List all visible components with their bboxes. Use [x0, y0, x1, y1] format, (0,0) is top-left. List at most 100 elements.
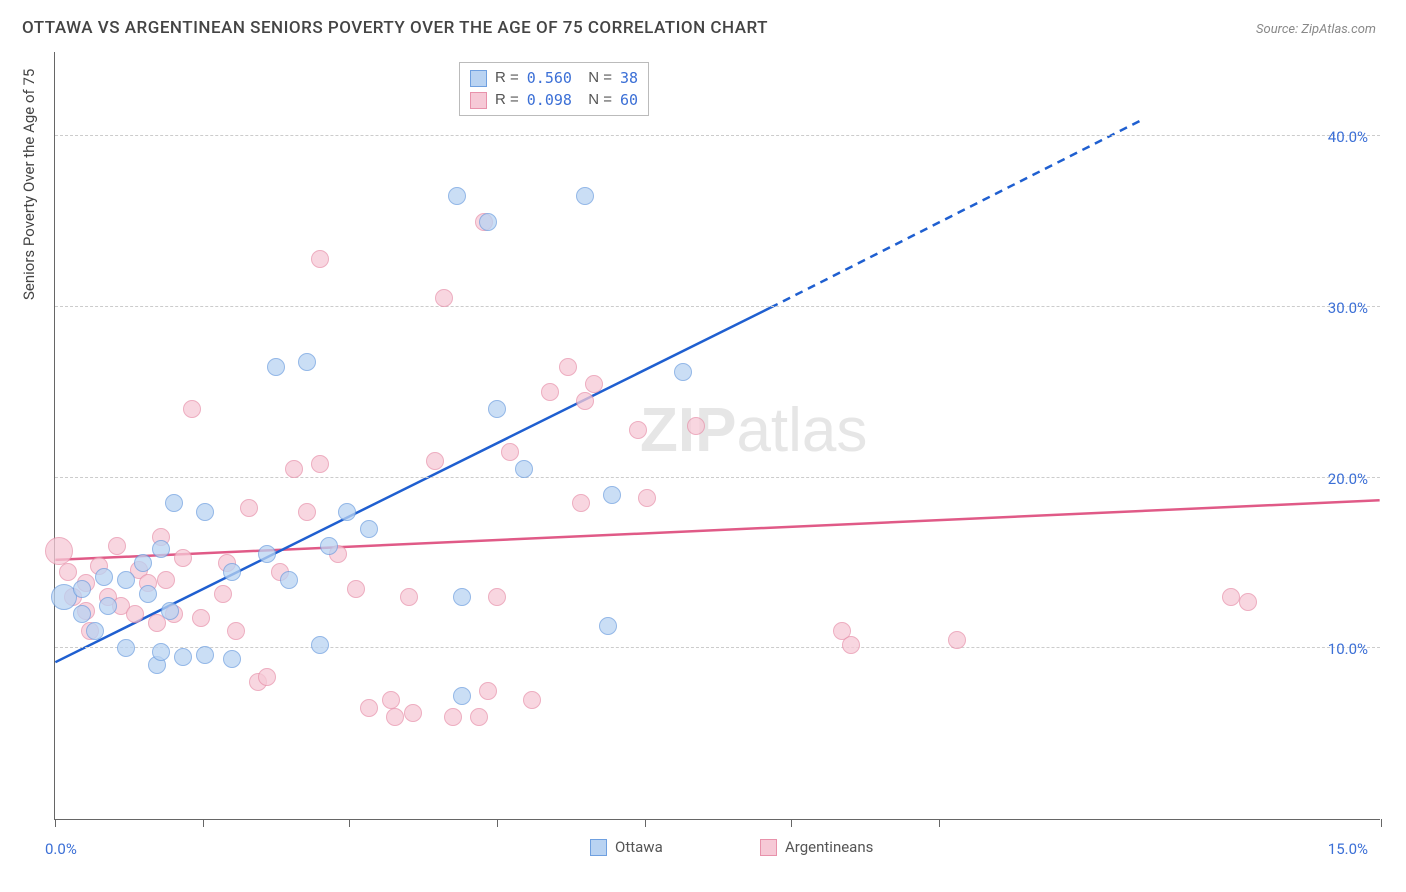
- y-tick-label: 40.0%: [1328, 128, 1368, 146]
- point-argentineans: [347, 580, 365, 598]
- point-argentineans: [382, 691, 400, 709]
- point-ottawa: [267, 358, 285, 376]
- point-ottawa: [117, 639, 135, 657]
- point-ottawa: [139, 585, 157, 603]
- y-tick-label: 10.0%: [1328, 640, 1368, 658]
- point-argentineans: [1239, 593, 1257, 611]
- point-ottawa: [73, 580, 91, 598]
- point-argentineans: [227, 622, 245, 640]
- point-argentineans: [240, 499, 258, 517]
- point-argentineans: [183, 400, 201, 418]
- point-argentineans: [523, 691, 541, 709]
- point-ottawa: [453, 588, 471, 606]
- point-ottawa: [223, 650, 241, 668]
- point-ottawa: [280, 571, 298, 589]
- point-argentineans: [629, 421, 647, 439]
- point-argentineans: [541, 383, 559, 401]
- point-ottawa: [599, 617, 617, 635]
- point-ottawa: [99, 597, 117, 615]
- point-ottawa: [360, 520, 378, 538]
- stats-row: R = 0.098 N = 60: [470, 89, 638, 111]
- point-ottawa: [223, 563, 241, 581]
- x-tick-label: 15.0%: [1328, 840, 1368, 858]
- source-label: Source: ZipAtlas.com: [1256, 22, 1376, 37]
- gridline: [55, 647, 1380, 648]
- x-tick: [497, 819, 498, 827]
- point-ottawa: [674, 363, 692, 381]
- point-ottawa: [161, 602, 179, 620]
- point-argentineans: [585, 375, 603, 393]
- point-ottawa: [479, 213, 497, 231]
- x-tick-label: 0.0%: [45, 840, 77, 858]
- x-tick: [1381, 819, 1382, 827]
- point-ottawa: [152, 540, 170, 558]
- point-ottawa: [448, 187, 466, 205]
- point-ottawa: [603, 486, 621, 504]
- point-ottawa: [196, 646, 214, 664]
- point-argentineans: [298, 503, 316, 521]
- point-argentineans: [108, 537, 126, 555]
- point-argentineans: [360, 699, 378, 717]
- point-argentineans: [400, 588, 418, 606]
- point-ottawa: [117, 571, 135, 589]
- x-tick: [791, 819, 792, 827]
- x-tick: [349, 819, 350, 827]
- point-ottawa: [338, 503, 356, 521]
- gridline: [55, 135, 1380, 136]
- point-argentineans: [488, 588, 506, 606]
- scatter-chart: R = 0.560 N = 38R = 0.098 N = 60 10.0% 20…: [54, 52, 1380, 820]
- point-argentineans: [470, 708, 488, 726]
- point-argentineans: [426, 452, 444, 470]
- point-argentineans: [126, 605, 144, 623]
- point-argentineans: [572, 494, 590, 512]
- point-argentineans: [576, 392, 594, 410]
- legend-swatch: [590, 839, 607, 856]
- point-ottawa: [576, 187, 594, 205]
- point-argentineans: [1222, 588, 1240, 606]
- point-argentineans: [192, 609, 210, 627]
- point-ottawa: [196, 503, 214, 521]
- point-ottawa: [73, 605, 91, 623]
- point-argentineans: [444, 708, 462, 726]
- point-argentineans: [311, 455, 329, 473]
- x-tick: [55, 819, 56, 827]
- point-argentineans: [285, 460, 303, 478]
- point-ottawa: [86, 622, 104, 640]
- stats-row: R = 0.560 N = 38: [470, 67, 638, 89]
- y-tick-label: 30.0%: [1328, 299, 1368, 317]
- point-ottawa: [453, 687, 471, 705]
- point-ottawa: [258, 545, 276, 563]
- point-argentineans: [386, 708, 404, 726]
- point-argentineans: [157, 571, 175, 589]
- legend-swatch: [760, 839, 777, 856]
- point-argentineans: [559, 358, 577, 376]
- point-argentineans: [479, 682, 497, 700]
- point-ottawa: [134, 554, 152, 572]
- gridline: [55, 306, 1380, 307]
- point-ottawa: [95, 568, 113, 586]
- point-ottawa: [165, 494, 183, 512]
- point-ottawa: [152, 643, 170, 661]
- point-ottawa: [515, 460, 533, 478]
- point-ottawa: [488, 400, 506, 418]
- point-ottawa: [298, 353, 316, 371]
- point-argentineans: [687, 417, 705, 435]
- chart-title: OTTAWA VS ARGENTINEAN SENIORS POVERTY OV…: [22, 18, 768, 38]
- point-argentineans: [501, 443, 519, 461]
- correlation-stats-box: R = 0.560 N = 38R = 0.098 N = 60: [459, 62, 649, 116]
- point-argentineans: [214, 585, 232, 603]
- gridline: [55, 477, 1380, 478]
- point-argentineans: [59, 563, 77, 581]
- point-ottawa: [174, 648, 192, 666]
- point-argentineans: [174, 549, 192, 567]
- point-argentineans: [948, 631, 966, 649]
- legend-swatch: [470, 92, 487, 109]
- y-axis-label: Seniors Poverty Over the Age of 75: [20, 69, 38, 300]
- point-argentineans: [311, 250, 329, 268]
- point-ottawa: [320, 537, 338, 555]
- point-argentineans: [258, 668, 276, 686]
- point-argentineans: [404, 704, 422, 722]
- x-tick: [645, 819, 646, 827]
- y-tick-label: 20.0%: [1328, 470, 1368, 488]
- x-tick: [203, 819, 204, 827]
